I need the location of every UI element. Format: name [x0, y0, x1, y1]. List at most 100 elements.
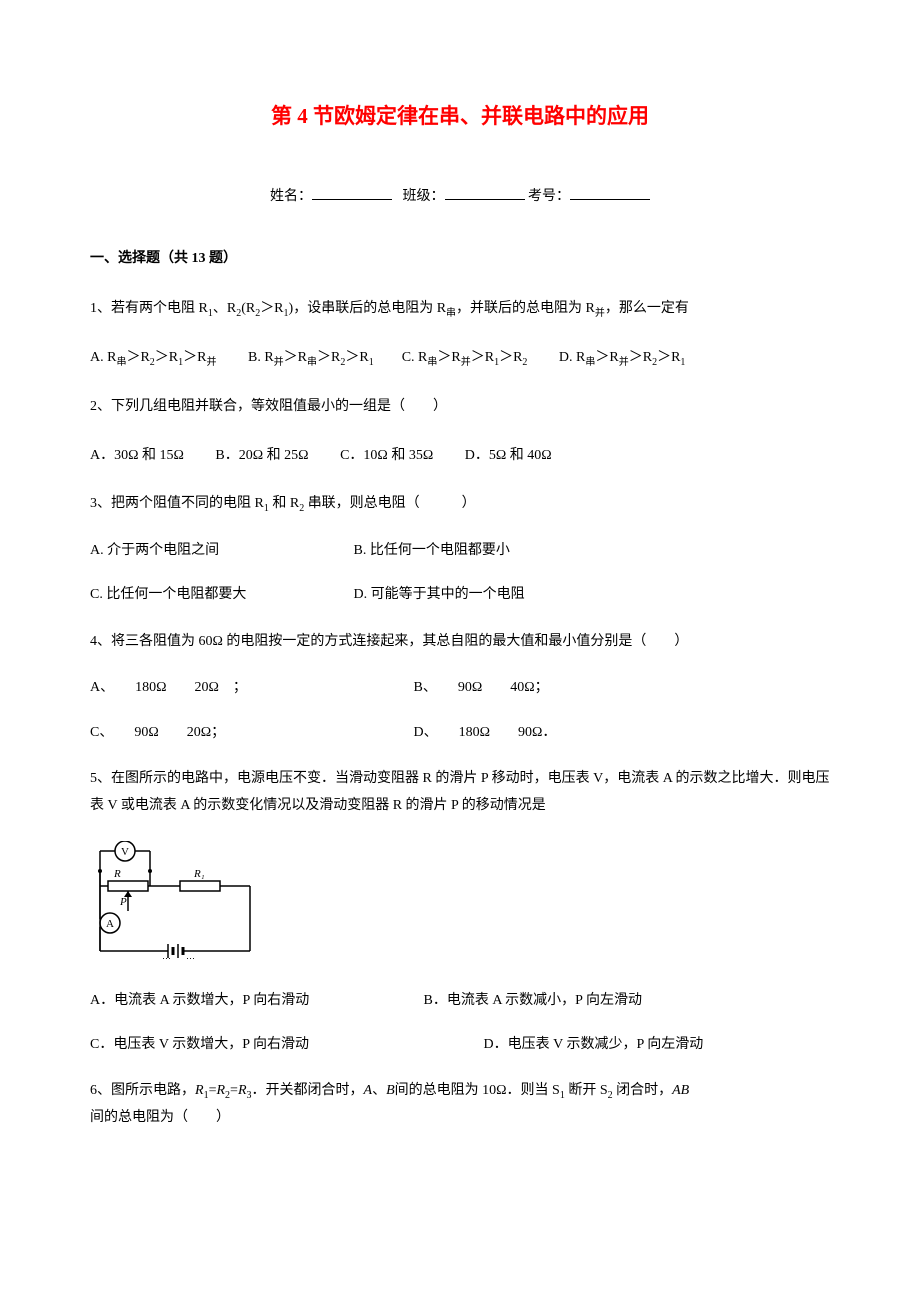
- q1-opt-b: B. R并＞R串＞R2＞R1: [248, 345, 374, 372]
- ammeter-label: A: [106, 918, 114, 930]
- gt: ＞: [499, 350, 513, 365]
- q6-italic: A: [364, 1083, 373, 1098]
- gt: ＞: [629, 350, 643, 365]
- q5-opt-b: B．电流表 A 示数减小，P 向左滑动: [424, 993, 642, 1008]
- q1-text: 1、若有两个电阻 R: [90, 301, 208, 316]
- q2-opt-a: A．30Ω 和 15Ω: [90, 443, 184, 470]
- question-3: 3、把两个阻值不同的电阻 R1 和 R2 串联，则总电阻（ ）: [90, 491, 830, 518]
- opt-label: C. R: [402, 350, 428, 365]
- q2-opt-b: B．20Ω 和 25Ω: [215, 443, 308, 470]
- gt: ＞: [437, 350, 451, 365]
- sub: 串: [116, 357, 126, 368]
- question-2: 2、下列几组电阻并联合，等效阻值最小的一组是（ ）: [90, 394, 830, 421]
- student-info-line: 姓名： 班级： 考号：: [90, 184, 830, 208]
- battery-dots: ⋯: [162, 953, 171, 961]
- q5-opt-c: C．电压表 V 示数增大，P 向右滑动: [90, 1034, 480, 1056]
- gt: ＞: [183, 350, 197, 365]
- circuit-diagram: V R P R₁ A ⋯ ⋯: [90, 841, 830, 969]
- q6-italic: R: [195, 1083, 204, 1098]
- opt-label: D. R: [559, 350, 585, 365]
- question-1-options: A. R串＞R2＞R1＞R并 B. R并＞R串＞R2＞R1 C. R串＞R并＞R1…: [90, 345, 830, 372]
- sub: 1: [369, 357, 374, 368]
- sub: 并: [274, 357, 284, 368]
- sub: 并: [619, 357, 629, 368]
- q6-italic: R: [238, 1083, 247, 1098]
- q6-text: 、: [372, 1083, 386, 1098]
- class-label: 班级：: [403, 189, 445, 204]
- voltmeter-label: V: [121, 846, 129, 858]
- gt: ＞: [317, 350, 331, 365]
- gt: ＞: [126, 350, 140, 365]
- opt-label: A. R: [90, 350, 116, 365]
- sub: 并: [206, 357, 216, 368]
- q4-opt-a: A、 180Ω 20Ω ；: [90, 677, 410, 699]
- battery-dots: ⋯: [186, 953, 195, 961]
- gt: ＞: [657, 350, 671, 365]
- q6-text: 间的总电阻为（ ）: [90, 1110, 230, 1125]
- q6-text: 闭合时，: [613, 1083, 673, 1098]
- question-1: 1、若有两个电阻 R1、R2(R2＞R1)，设串联后的总电阻为 R串，并联后的总…: [90, 296, 830, 323]
- q1-text: 、R: [213, 301, 236, 316]
- q1-sub: 串: [446, 308, 456, 319]
- q3-opt-b: B. 比任何一个电阻都要小: [354, 540, 510, 562]
- question-6: 6、图所示电路，R1=R2=R3．开关都闭合时，A、B间的总电阻为 10Ω．则当…: [90, 1078, 830, 1131]
- question-5-options: A．电流表 A 示数增大，P 向右滑动 B．电流表 A 示数减小，P 向左滑动 …: [90, 990, 830, 1057]
- question-4: 4、将三各阻值为 60Ω 的电阻按一定的方式连接起来，其总自阻的最大值和最小值分…: [90, 629, 830, 656]
- q6-text: 间的总电阻为 10Ω．则当 S: [395, 1083, 560, 1098]
- question-2-options: A．30Ω 和 15Ω B．20Ω 和 25Ω C．10Ω 和 35Ω D．5Ω…: [90, 443, 830, 470]
- q4-opt-c: C、 90Ω 20Ω；: [90, 722, 410, 744]
- q3-opt-d: D. 可能等于其中的一个电阻: [354, 584, 525, 606]
- r1-label: R₁: [193, 868, 205, 880]
- name-blank: [312, 184, 392, 200]
- gt: ＞: [284, 350, 298, 365]
- q6-italic: AB: [672, 1083, 689, 1098]
- q1-text: (R: [241, 301, 255, 316]
- gt: ＞: [345, 350, 359, 365]
- sub: 串: [585, 357, 595, 368]
- q3-text: 串联，则总电阻（ ）: [304, 496, 476, 511]
- sub: 串: [307, 357, 317, 368]
- gt: ＞: [155, 350, 169, 365]
- q2-opt-c: C．10Ω 和 35Ω: [340, 443, 433, 470]
- section-header: 一、选择题（共 13 题）: [90, 248, 830, 270]
- question-3-options: A. 介于两个电阻之间 B. 比任何一个电阻都要小 C. 比任何一个电阻都要大 …: [90, 540, 830, 607]
- opt-label: B. R: [248, 350, 274, 365]
- gt: ＞: [595, 350, 609, 365]
- id-blank: [570, 184, 650, 200]
- q1-text: )，设串联后的总电阻为 R: [289, 301, 447, 316]
- page-title: 第 4 节欧姆定律在串、并联电路中的应用: [90, 100, 830, 134]
- class-blank: [445, 184, 525, 200]
- q5-opt-a: A．电流表 A 示数增大，P 向右滑动: [90, 990, 420, 1012]
- rheostat-label: R: [113, 868, 121, 880]
- sub: 1: [680, 357, 685, 368]
- q6-italic: B: [386, 1083, 395, 1098]
- q3-opt-c: C. 比任何一个电阻都要大: [90, 584, 350, 606]
- slider-p-label: P: [119, 896, 127, 908]
- sub: 并: [461, 357, 471, 368]
- q4-opt-b: B、 90Ω 40Ω；: [414, 680, 549, 695]
- q6-text: 断开 S: [565, 1083, 608, 1098]
- question-5: 5、在图所示的电路中，电源电压不变．当滑动变阻器 R 的滑片 P 移动时，电压表…: [90, 766, 830, 819]
- q5-opt-d: D．电压表 V 示数减少，P 向左滑动: [484, 1037, 704, 1052]
- q1-text: ＞R: [260, 301, 283, 316]
- q3-text: 3、把两个阻值不同的电阻 R: [90, 496, 264, 511]
- q4-opt-d: D、 180Ω 90Ω．: [414, 725, 557, 740]
- q6-text: ．开关都闭合时，: [252, 1083, 364, 1098]
- name-label: 姓名：: [270, 189, 312, 204]
- question-4-options: A、 180Ω 20Ω ； B、 90Ω 40Ω； C、 90Ω 20Ω； D、…: [90, 677, 830, 744]
- q3-text: 和 R: [269, 496, 299, 511]
- q3-opt-a: A. 介于两个电阻之间: [90, 540, 350, 562]
- q1-sub: 并: [595, 308, 605, 319]
- q1-opt-c: C. R串＞R并＞R1＞R2: [402, 345, 528, 372]
- q2-opt-d: D．5Ω 和 40Ω: [465, 443, 552, 470]
- q1-text: ，并联后的总电阻为 R: [456, 301, 595, 316]
- q1-opt-a: A. R串＞R2＞R1＞R并: [90, 345, 216, 372]
- sub: 2: [522, 357, 527, 368]
- q6-text: 6、图所示电路，: [90, 1083, 195, 1098]
- q6-italic: R: [216, 1083, 225, 1098]
- q6-text: =: [230, 1083, 238, 1098]
- id-label: 考号：: [528, 189, 570, 204]
- sub: 串: [427, 357, 437, 368]
- q1-opt-d: D. R串＞R并＞R2＞R1: [559, 345, 685, 372]
- gt: ＞: [471, 350, 485, 365]
